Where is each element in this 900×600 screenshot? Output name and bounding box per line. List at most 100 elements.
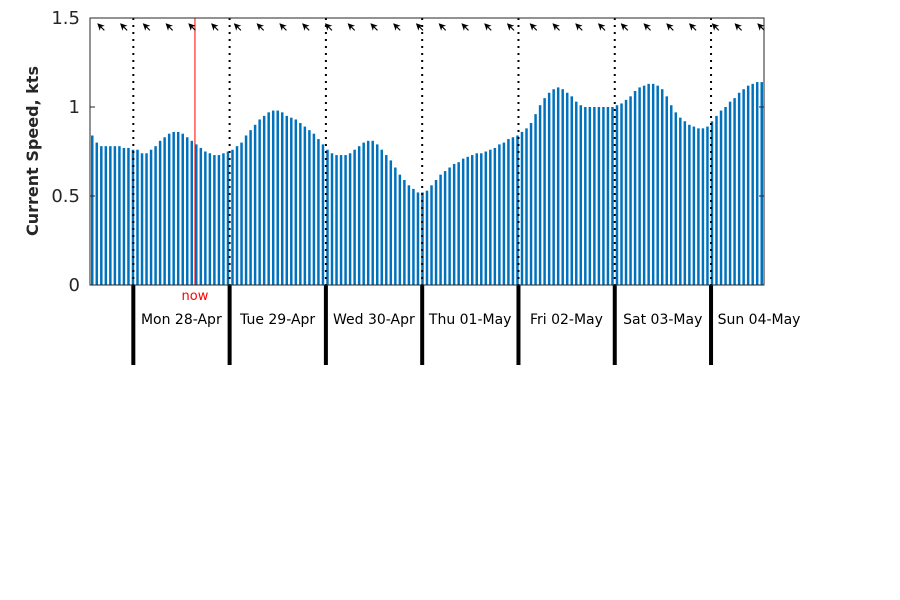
speed-bar (281, 112, 284, 285)
speed-bar (321, 144, 325, 285)
speed-bar (484, 151, 488, 285)
speed-bar (461, 158, 465, 285)
speed-bar (253, 124, 257, 285)
speed-bar (670, 105, 673, 285)
speed-bar (579, 105, 583, 285)
speed-bar (231, 149, 234, 285)
speed-bar (407, 185, 411, 285)
speed-bar (615, 105, 619, 285)
day-label: Sat 03-May (623, 312, 702, 328)
speed-bar (199, 147, 203, 285)
speed-bar (534, 114, 537, 286)
speed-bar (629, 96, 632, 285)
speed-bar (154, 146, 157, 285)
speed-bar (507, 139, 510, 285)
speed-bar (222, 153, 225, 285)
speed-bar (380, 149, 384, 285)
speed-bar (240, 142, 243, 285)
speed-bar (348, 153, 352, 285)
day-label: Fri 02-May (530, 312, 603, 328)
speed-bar (457, 162, 460, 285)
speed-bar (430, 185, 433, 285)
speed-bar (470, 155, 474, 285)
speed-bar (620, 103, 623, 285)
speed-bar (642, 85, 646, 285)
speed-bar (204, 151, 207, 285)
speed-bar (742, 89, 745, 285)
speed-bar (660, 89, 664, 285)
speed-bar (516, 135, 519, 285)
speed-bar (633, 90, 637, 285)
speed-bar (593, 107, 596, 285)
speed-bar (303, 126, 307, 285)
day-label: Tue 29-Apr (239, 312, 315, 328)
y-axis-label: Current Speed, kts (23, 66, 42, 236)
speed-bar (217, 155, 221, 285)
speed-bar (683, 121, 687, 286)
speed-bar (425, 190, 429, 285)
speed-bar (403, 179, 406, 285)
speed-bar (724, 107, 727, 285)
speed-bar (502, 142, 506, 285)
speed-bar (697, 128, 700, 285)
speed-bar (91, 135, 94, 285)
speed-bar (140, 153, 144, 285)
speed-bar (357, 146, 361, 285)
speed-bar (588, 107, 592, 285)
speed-bar (131, 149, 135, 285)
speed-bar (299, 123, 302, 286)
speed-bar (443, 171, 447, 285)
speed-bar (475, 153, 478, 285)
speed-bar (398, 174, 402, 285)
speed-bar (480, 153, 483, 285)
speed-bar (118, 146, 121, 285)
speed-bar (570, 96, 573, 285)
speed-bar (149, 149, 153, 285)
speed-bar (95, 142, 99, 285)
speed-bar (651, 83, 655, 285)
speed-bar (416, 192, 420, 285)
speed-bar (746, 85, 750, 285)
speed-bar (751, 83, 754, 285)
speed-bar (190, 140, 194, 285)
y-tick-label: 0 (69, 275, 80, 296)
speed-bar (181, 133, 184, 285)
speed-bar (511, 137, 515, 285)
day-lines-layer (131, 18, 714, 365)
speed-bar (163, 137, 166, 285)
speed-bar (679, 117, 682, 286)
speed-bar (466, 156, 469, 285)
speed-bar (294, 119, 298, 286)
speed-bar (262, 115, 266, 286)
speed-bar (213, 155, 216, 285)
speed-bar (552, 89, 555, 285)
speed-bar (249, 130, 252, 285)
speed-bar (158, 140, 162, 285)
speed-bar (715, 115, 718, 286)
speed-bar (226, 151, 230, 285)
speed-bar (710, 121, 714, 286)
speed-bar (439, 174, 442, 285)
speed-bar (136, 149, 139, 285)
speed-bar (100, 146, 103, 285)
speed-bar (688, 124, 691, 285)
speed-bar (674, 112, 678, 285)
speed-bar (538, 105, 542, 285)
speed-bar (638, 87, 641, 285)
speed-bar (493, 147, 497, 285)
speed-bar (317, 139, 320, 285)
day-labels: Mon 28-Apr Tue 29-Apr Wed 30-Apr Thu 01-May… (141, 312, 801, 328)
speed-bar (276, 110, 279, 285)
speed-bar (362, 142, 365, 285)
speed-bar (285, 115, 289, 286)
speed-bar (186, 137, 189, 285)
speed-bar (244, 135, 248, 285)
speed-bar (104, 146, 108, 285)
speed-bar (452, 163, 456, 285)
speed-bar (760, 82, 763, 285)
speed-bar (656, 85, 659, 285)
y-tick-label: 1 (69, 97, 80, 118)
speed-bar (737, 92, 741, 285)
speed-bar (498, 144, 501, 285)
speed-bar (561, 89, 564, 285)
